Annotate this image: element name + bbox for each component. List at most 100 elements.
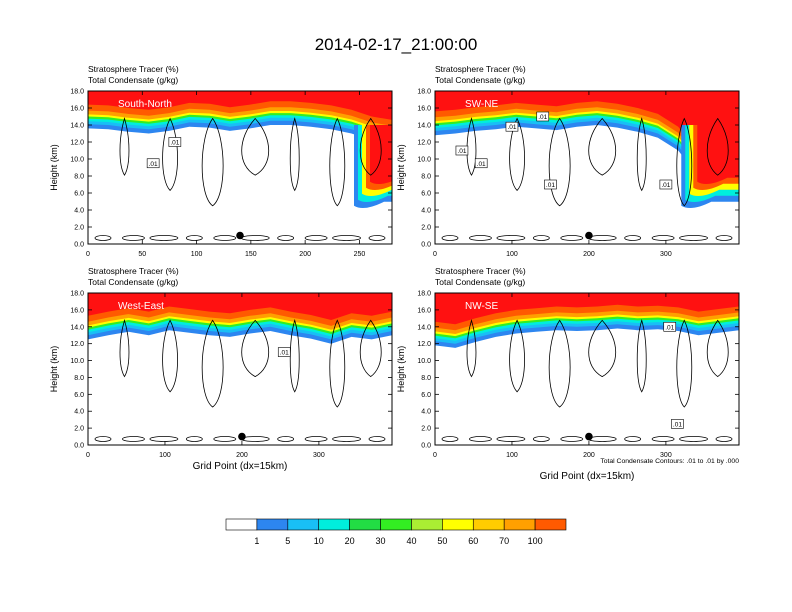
y-tick-label: 18.0 bbox=[70, 89, 84, 96]
x-tick-label: 150 bbox=[245, 251, 257, 258]
colorbar-bin-0 bbox=[225, 518, 258, 531]
boundary-contour-7 bbox=[304, 235, 328, 241]
boundary-contour-8 bbox=[679, 436, 708, 442]
contour-label-0: .01 bbox=[507, 124, 516, 131]
panel-0: .01 .01 South-North 0.0 2.0 4.0 6.0 8.0 10.0 12.0… bbox=[49, 64, 393, 258]
x-tick-label: 100 bbox=[506, 452, 518, 459]
boundary-contour-0 bbox=[94, 436, 112, 442]
boundary-contour-1 bbox=[122, 235, 145, 241]
y-axis-label: Height (km) bbox=[49, 144, 59, 191]
panel-title-line-1: Total Condensate (g/kg) bbox=[435, 75, 525, 85]
location-marker bbox=[585, 231, 593, 240]
colorbar-tick-label: 60 bbox=[468, 536, 478, 546]
y-tick-label: 10.0 bbox=[70, 157, 84, 164]
contour-label-0: .01 bbox=[280, 350, 289, 357]
y-tick-label: 6.0 bbox=[74, 191, 84, 198]
colorbar-tick-label: 70 bbox=[499, 536, 509, 546]
boundary-contour-2 bbox=[149, 436, 179, 442]
panel-2: .01 West-East 0.0 2.0 4.0 6.0 8.0 10.0 12.0 14.0 1… bbox=[49, 266, 393, 472]
contour-6 bbox=[706, 319, 729, 378]
contour-6 bbox=[359, 319, 382, 378]
y-tick-label: 4.0 bbox=[421, 409, 431, 416]
panel-field: .01 .01 bbox=[435, 293, 739, 445]
boundary-contour-6 bbox=[277, 235, 295, 241]
y-tick-label: 8.0 bbox=[421, 375, 431, 382]
contour-label-0: .01 bbox=[170, 140, 179, 147]
boundary-contour-1 bbox=[469, 436, 492, 442]
colorbar-bin-8 bbox=[472, 518, 505, 531]
colorbar-tick-label: 20 bbox=[345, 536, 355, 546]
colorbar-bin-7 bbox=[442, 518, 474, 531]
boundary-contour-3 bbox=[185, 235, 203, 241]
y-tick-label: 4.0 bbox=[421, 208, 431, 215]
boundary-contour-2 bbox=[496, 235, 526, 241]
location-marker bbox=[585, 432, 593, 441]
colorbar-bin-3 bbox=[318, 518, 350, 531]
contour-2 bbox=[201, 117, 224, 207]
y-tick-label: 18.0 bbox=[417, 89, 431, 96]
contour-1 bbox=[509, 319, 525, 393]
contour-label-5: .01 bbox=[661, 182, 670, 189]
y-tick-label: 12.0 bbox=[417, 341, 431, 348]
y-tick-label: 2.0 bbox=[421, 426, 431, 433]
y-tick-label: 0.0 bbox=[74, 242, 84, 249]
colorbar-tick-label: 1 bbox=[254, 536, 259, 546]
x-tick-label: 300 bbox=[313, 452, 325, 459]
contour-label-box-1 bbox=[671, 419, 684, 429]
boundary-contour-0 bbox=[94, 235, 112, 241]
boundary-contour-4 bbox=[560, 235, 584, 241]
location-marker bbox=[236, 231, 244, 240]
x-tick-label: 0 bbox=[86, 251, 90, 258]
y-tick-label: 18.0 bbox=[417, 291, 431, 298]
location-marker bbox=[238, 432, 246, 441]
y-tick-label: 12.0 bbox=[70, 341, 84, 348]
x-tick-label: 200 bbox=[583, 452, 595, 459]
boundary-contour-7 bbox=[651, 436, 675, 442]
boundary-contour-9 bbox=[368, 436, 386, 442]
panel-frame bbox=[87, 292, 393, 446]
colorbar-tick-label: 100 bbox=[528, 536, 543, 546]
x-tick-label: 100 bbox=[506, 251, 518, 258]
x-axis-label: Grid Point (dx=15km) bbox=[193, 461, 288, 472]
colorbar-bin-6 bbox=[411, 518, 443, 531]
y-tick-label: 14.0 bbox=[70, 123, 84, 130]
boundary-contour-8 bbox=[332, 235, 361, 241]
y-tick-label: 14.0 bbox=[417, 324, 431, 331]
contour-label-box-5 bbox=[659, 179, 673, 190]
boundary-contour-8 bbox=[679, 235, 708, 241]
contour-5 bbox=[676, 319, 693, 408]
contour-label-1: .01 bbox=[149, 161, 158, 168]
y-tick-label: 16.0 bbox=[417, 307, 431, 314]
contour-label-box-0 bbox=[168, 137, 182, 147]
contour-6 bbox=[706, 117, 729, 176]
colorbar-tick-label: 5 bbox=[285, 536, 290, 546]
panel-field: .01 .01 bbox=[88, 91, 392, 244]
colorbar: 1 5 10 20 30 40 50 60 70 100 bbox=[225, 518, 567, 546]
boundary-contour-8 bbox=[332, 436, 361, 442]
y-tick-label: 4.0 bbox=[74, 208, 84, 215]
boundary-contour-9 bbox=[715, 235, 733, 241]
contour-label-box-1 bbox=[536, 111, 550, 122]
y-tick-label: 6.0 bbox=[421, 191, 431, 198]
y-tick-label: 14.0 bbox=[70, 324, 84, 331]
tracer-layer-7 bbox=[88, 293, 392, 320]
boundary-contour-6 bbox=[624, 436, 642, 442]
contour-label-box-2 bbox=[455, 145, 469, 156]
x-tick-label: 0 bbox=[433, 251, 437, 258]
colorbar-bin-4 bbox=[349, 518, 381, 531]
x-tick-label: 200 bbox=[236, 452, 248, 459]
contour-6 bbox=[359, 117, 382, 176]
boundary-contour-1 bbox=[469, 235, 492, 241]
y-tick-label: 12.0 bbox=[417, 140, 431, 147]
y-tick-label: 16.0 bbox=[70, 106, 84, 113]
condensate-contours bbox=[441, 318, 733, 442]
boundary-contour-4 bbox=[213, 436, 237, 442]
y-axis-label: Height (km) bbox=[49, 346, 59, 393]
y-axis-label: Height (km) bbox=[396, 346, 406, 393]
y-tick-label: 0.0 bbox=[421, 443, 431, 450]
x-tick-label: 200 bbox=[583, 251, 595, 258]
x-tick-label: 50 bbox=[138, 251, 146, 258]
panel-title-line-1: Total Condensate (g/kg) bbox=[435, 277, 525, 287]
contour-0 bbox=[119, 318, 130, 378]
contour-2 bbox=[201, 319, 224, 408]
